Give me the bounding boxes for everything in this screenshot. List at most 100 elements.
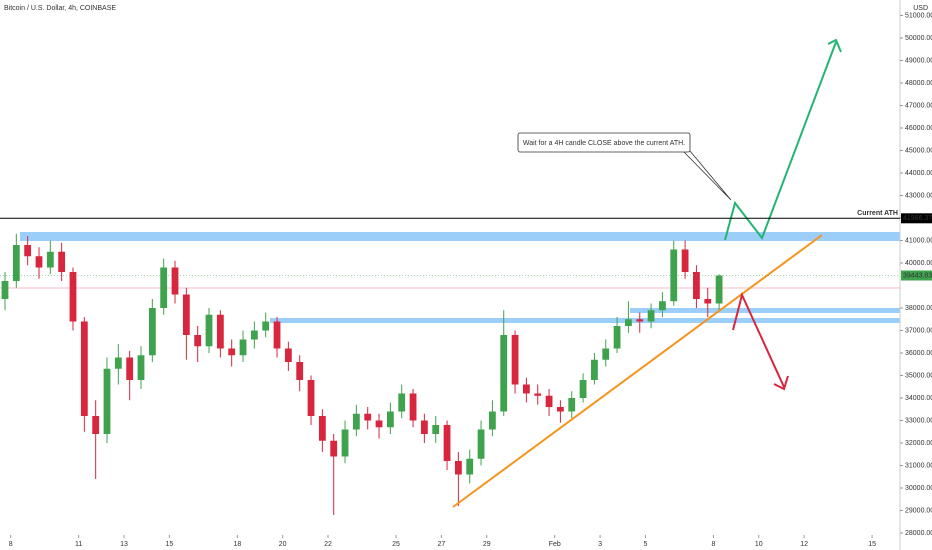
candle-body (58, 251, 66, 272)
y-tick-label: 30000.00 (905, 485, 932, 492)
candle-body (205, 314, 213, 347)
candle-body (670, 249, 678, 302)
x-tick-label: 22 (324, 541, 332, 548)
candle-body (46, 251, 54, 268)
y-tick-label: 29000.00 (905, 507, 932, 514)
candle-body (239, 339, 247, 356)
candle-body (398, 393, 406, 412)
candle-body (557, 406, 564, 412)
candle-body (432, 424, 440, 434)
callout-pointer (682, 150, 732, 201)
x-tick-label: 20 (279, 541, 287, 548)
candle-body (273, 321, 281, 349)
candle-body (568, 397, 576, 412)
candle-body (625, 319, 632, 326)
candle-body (262, 321, 270, 331)
trend-line (452, 234, 823, 508)
callout-box (517, 132, 691, 153)
candle-body (420, 420, 428, 434)
candle-body (216, 314, 224, 349)
ath-label: Current ATH (857, 210, 898, 217)
candle-body (114, 357, 122, 369)
x-tick-label: 27 (437, 541, 445, 548)
x-tick-label: 15 (868, 541, 876, 548)
x-tick-label: 8 (9, 541, 13, 548)
x-tick-label: 5 (643, 541, 647, 548)
candles (1, 233, 723, 515)
candle-body (352, 413, 360, 430)
chart-title: Bitcoin / U.S. Dollar, 4h, COINBASE (4, 5, 116, 12)
bullish-arrow (724, 41, 837, 241)
y-tick-label: 47000.00 (905, 102, 932, 109)
candle-body (545, 395, 553, 407)
candle-body (534, 393, 542, 396)
candle-body (488, 411, 496, 430)
bearish-arrow-head (773, 375, 789, 391)
support-zone (270, 318, 900, 323)
candle-body (636, 319, 644, 322)
y-tick-label: 35000.00 (905, 372, 932, 379)
candle-body (375, 420, 383, 428)
candle-body (647, 310, 655, 322)
candle-body (24, 244, 32, 257)
candle-body (500, 334, 508, 412)
x-tick-label: 15 (165, 541, 173, 548)
y-tick-label: 46000.00 (905, 125, 932, 132)
candle-body (69, 271, 77, 322)
x-tick-label: Feb (549, 541, 561, 548)
candle-body (148, 307, 156, 356)
candle-body (103, 368, 111, 434)
candle-body (35, 256, 43, 268)
y-tick-label: 34000.00 (905, 395, 932, 402)
drawings: Wait for a 4H candle CLOSE above the cur… (4, 5, 842, 508)
y-tick-label: 38000.00 (905, 305, 932, 312)
y-tick-label: 40000.00 (905, 260, 932, 267)
y-tick-label: 48000.00 (905, 80, 932, 87)
y-tick-label: 49000.00 (905, 57, 932, 64)
candle-body (477, 429, 485, 459)
candle-body (330, 440, 338, 457)
candle-body (715, 275, 723, 304)
candle-body (522, 384, 530, 394)
candle-body (704, 298, 712, 304)
x-tick-label: 13 (120, 541, 128, 548)
candle-body (318, 415, 326, 441)
ath-price-box (901, 213, 932, 224)
candle-body (341, 429, 349, 457)
candle-body (228, 348, 236, 356)
candle-body (80, 321, 88, 416)
ath-price-label: 41986.37 (903, 215, 932, 222)
callout-text: Wait for a 4H candle CLOSE above the cur… (523, 140, 685, 147)
candle-body (182, 294, 190, 335)
candle-body (386, 411, 394, 428)
last-price-box (901, 270, 932, 281)
candle-body (137, 355, 145, 380)
candle-body (454, 460, 462, 475)
y-tick-label: 33000.00 (905, 417, 932, 424)
candle-body (250, 330, 258, 340)
last-price-label: 39443.83 (903, 272, 932, 279)
candle-body (579, 379, 587, 398)
candle-body (284, 348, 292, 362)
x-tick-label: 25 (392, 541, 400, 548)
candle-body (602, 348, 610, 360)
candle-body (194, 334, 202, 347)
candle-body (92, 415, 100, 434)
candle-body (693, 271, 700, 299)
candle-body (466, 458, 474, 475)
candle-body (409, 393, 417, 421)
y-tick-label: 50000.00 (905, 35, 932, 42)
candle-body (296, 361, 304, 380)
candle-body (613, 325, 621, 349)
x-tick-label: 8 (711, 541, 715, 548)
y-tick-label: 43000.00 (905, 192, 932, 199)
candle-body (511, 334, 519, 385)
x-tick-label: 18 (233, 541, 241, 548)
candle-body (443, 424, 451, 461)
candle-body (160, 267, 168, 308)
x-tick-label: 29 (483, 541, 491, 548)
candle-body (307, 379, 315, 416)
y-tick-label: 32000.00 (905, 440, 932, 447)
candle-body (681, 249, 689, 272)
